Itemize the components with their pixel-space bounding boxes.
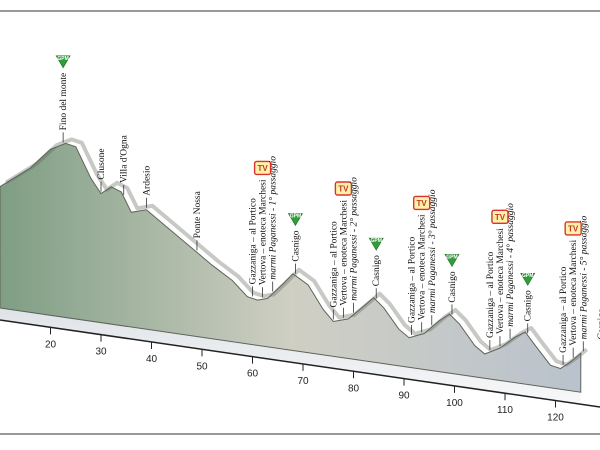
gpm-badge-label: GPM <box>57 56 68 62</box>
annotation-label: Fino del monte <box>59 73 69 131</box>
annotation-label: Gazzaniga – al Portico <box>486 252 496 339</box>
x-axis-line <box>0 319 600 408</box>
gpm-badge-icon: GPM <box>287 213 303 227</box>
gpm-badge-label: GPM <box>371 238 382 244</box>
tv-badge-label: TV <box>338 184 349 193</box>
annotation-label: Vertova – enoteca Marchesi <box>569 240 579 346</box>
tv-badge-label: TV <box>417 199 428 208</box>
annotation-label: Gazzaniga – al Portico <box>329 221 339 308</box>
gpm-badge-icon: GPM <box>444 254 460 268</box>
tv-badge-label: TV <box>257 164 268 173</box>
tv-badge-label: TV <box>495 213 506 222</box>
x-tick-label: 20 <box>45 339 57 350</box>
profile-base-strip <box>0 308 581 405</box>
x-tick-label: 60 <box>247 369 259 380</box>
tv-badge-icon: TV <box>412 195 431 211</box>
annotation-label: Gazzaniga – al Portico <box>249 198 259 285</box>
x-tick-label: 40 <box>146 354 158 365</box>
x-tick-label: 50 <box>196 361 208 372</box>
annotation-label: marmi Paganessi - 3° passaggio <box>427 189 438 313</box>
tv-badge-label: TV <box>568 224 579 233</box>
profile-ridge <box>4 137 589 367</box>
annotation-label: Ardesio <box>142 165 152 195</box>
tv-badge-icon: TV <box>334 181 353 196</box>
annotation-label: Casnigo <box>291 230 301 261</box>
annotation-label: Casnigo <box>448 271 458 302</box>
x-tick-label: 90 <box>398 391 410 402</box>
x-tick-label: 110 <box>497 405 513 416</box>
profile-area <box>0 142 582 393</box>
annotation-label: Vertova – enoteca Marchesi <box>418 214 428 320</box>
gpm-badge-label: GPM <box>290 213 301 219</box>
annotation-label: marmi Paganessi - 5° passaggio <box>578 215 589 339</box>
annotation-label: Gazzaniga – al Portico <box>559 266 569 353</box>
annotation-label: Villa d'Ogna <box>120 134 130 183</box>
annotation-label: marmi Paganessi - 4° passaggio <box>505 203 516 327</box>
annotation-label: Ponte Nossa <box>193 190 203 238</box>
annotation-label: Casnigo <box>372 255 382 286</box>
annotation-label: Casnigo <box>597 308 600 339</box>
gpm-badge-icon: GPM <box>368 237 384 251</box>
distance-axis: 20 30 40 50 60 70 80 90 100 110 120 <box>0 319 600 424</box>
annotation-label: Gazzaniga – al Portico <box>408 237 418 324</box>
x-tick-label: 70 <box>297 376 309 387</box>
annotation-label: Vertova – enoteca Marchesi <box>259 179 269 285</box>
annotation-label: Vertova – enoteca Marchesi <box>496 228 506 334</box>
annotation-label: marmi Paganessi - 2° passaggio <box>349 177 360 301</box>
location-annotations: Fino del monte GPM Clusone Villa d'Ogna Arde… <box>55 55 600 365</box>
x-tick-label: 80 <box>348 383 360 394</box>
annotation-label: Casnigo <box>524 290 534 321</box>
x-tick-label: 120 <box>547 413 564 424</box>
annotation-label: Vertova – enoteca Marchesi <box>339 200 349 306</box>
profile-base <box>0 308 581 405</box>
annotation-label: Clusone <box>97 148 107 179</box>
x-tick-label: 30 <box>95 347 107 358</box>
tv-badge-icon: TV <box>253 160 272 176</box>
tv-badge-icon: TV <box>491 209 509 225</box>
gpm-badge-icon: GPM <box>520 272 536 286</box>
annotation-label: marmi Paganessi - 1° passaggio <box>268 156 279 280</box>
elevation-profile <box>0 137 589 393</box>
tv-badge-icon: TV <box>564 221 582 236</box>
gpm-badge-icon: GPM <box>55 55 71 69</box>
gpm-badge-label: GPM <box>446 254 457 260</box>
x-tick-label: 100 <box>446 398 463 409</box>
gpm-badge-label: GPM <box>522 273 533 279</box>
